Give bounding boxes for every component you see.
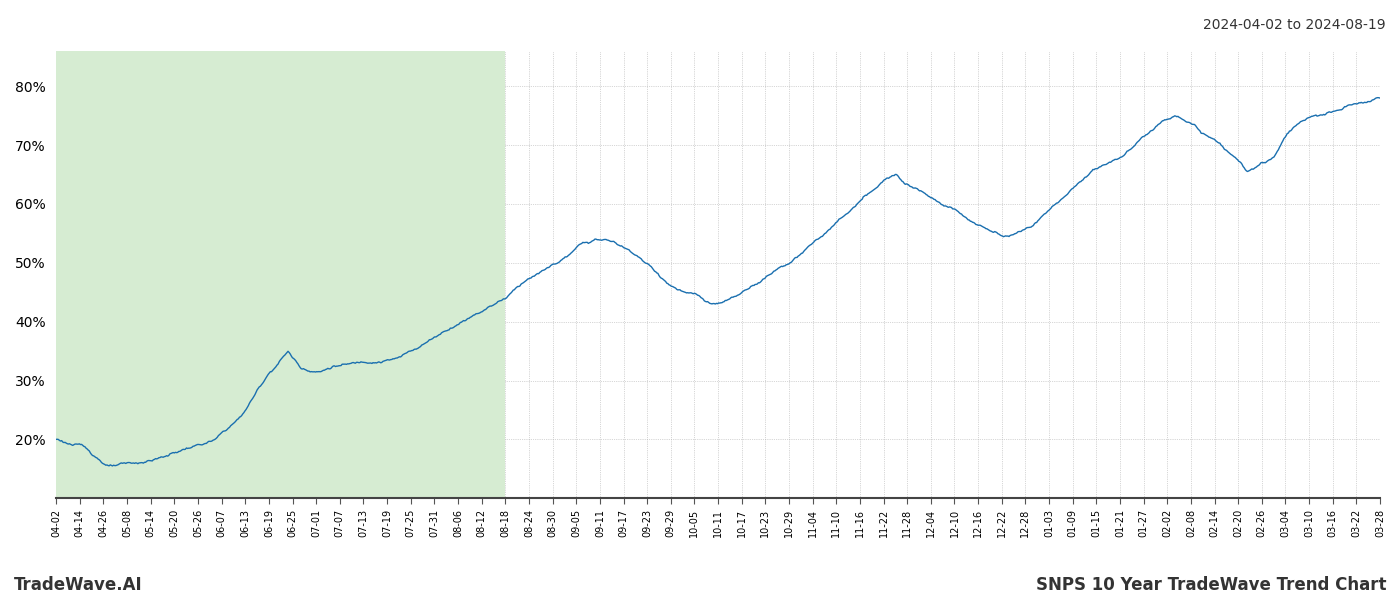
Text: TradeWave.AI: TradeWave.AI [14,576,143,594]
Bar [56,51,505,498]
Text: SNPS 10 Year TradeWave Trend Chart: SNPS 10 Year TradeWave Trend Chart [1036,576,1386,594]
Text: 2024-04-02 to 2024-08-19: 2024-04-02 to 2024-08-19 [1204,18,1386,32]
